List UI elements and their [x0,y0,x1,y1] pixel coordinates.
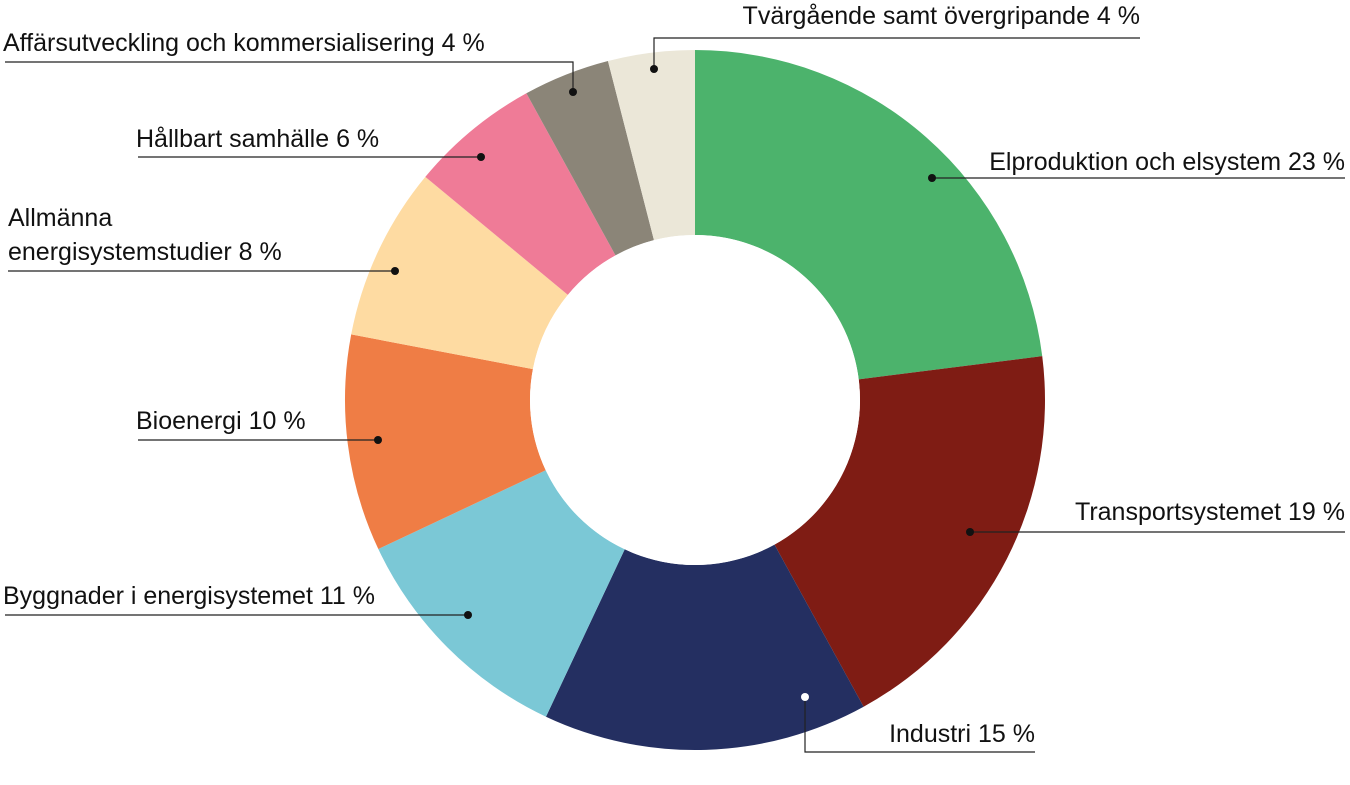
donut-slices [345,50,1045,750]
callout-dot [477,153,485,161]
callout-dot [391,267,399,275]
slice-label: Affärsutveckling och kommersialisering 4… [3,29,485,57]
callout-industri: Industri 15 % [801,693,1035,753]
callout-byggnader-i-energisystemet: Byggnader i energisystemet 11 % [3,582,472,619]
callout-dot [650,65,658,73]
callout-bioenergi: Bioenergi 10 % [136,407,382,444]
callout-affarsutveckling-och-kommersialisering: Affärsutveckling och kommersialisering 4… [3,29,577,96]
slice-hallbart-samhalle [425,93,616,295]
leader-line [653,37,1140,69]
callout-elproduktion-och-elsystem: Elproduktion och elsystem 23 % [928,148,1345,182]
slice-label: Byggnader i energisystemet 11 % [3,582,375,610]
callout-transportsystemet: Transportsystemet 19 % [966,498,1345,536]
slice-label: Elproduktion och elsystem 23 % [989,148,1345,176]
callout-dot [966,528,974,536]
slice-bioenergi [345,334,546,550]
callout-dot [569,88,577,96]
slice-label: Industri 15 % [889,720,1035,748]
callout-dot [374,436,382,444]
slice-label: energisystemstudier 8 % [8,238,282,266]
slice-label: Allmänna [8,204,112,232]
callout-tvargaende-samt-overgripande: Tvärgående samt övergripande 4 % [650,2,1140,73]
callout-hallbart-samhalle: Hållbart samhälle 6 % [136,125,485,161]
callout-dot [928,174,936,182]
slice-label: Bioenergi 10 % [136,407,306,435]
slice-industri [545,544,864,750]
slice-byggnader-i-energisystemet [378,470,625,717]
slice-tvargaende-samt-overgripande [607,50,695,241]
slice-affarsutveckling-och-kommersialisering [526,60,654,256]
slice-label: Hållbart samhälle 6 % [136,125,379,153]
slice-label: Transportsystemet 19 % [1075,498,1345,526]
callout-allmanna-energisystemstudier: Allmänna energisystemstudier 8 % [8,204,399,275]
leader-line [5,61,574,92]
slice-label: Tvärgående samt övergripande 4 % [743,2,1140,30]
slice-transportsystemet [774,356,1045,707]
slice-elproduktion-och-elsystem [695,50,1043,380]
slice-allmanna-energisystemstudier [351,176,568,370]
callout-dot [464,611,472,619]
callouts: Elproduktion och elsystem 23 % Transports… [3,2,1345,753]
callout-dot [801,693,809,701]
donut-hole [530,235,860,565]
leader-line [804,697,1035,753]
